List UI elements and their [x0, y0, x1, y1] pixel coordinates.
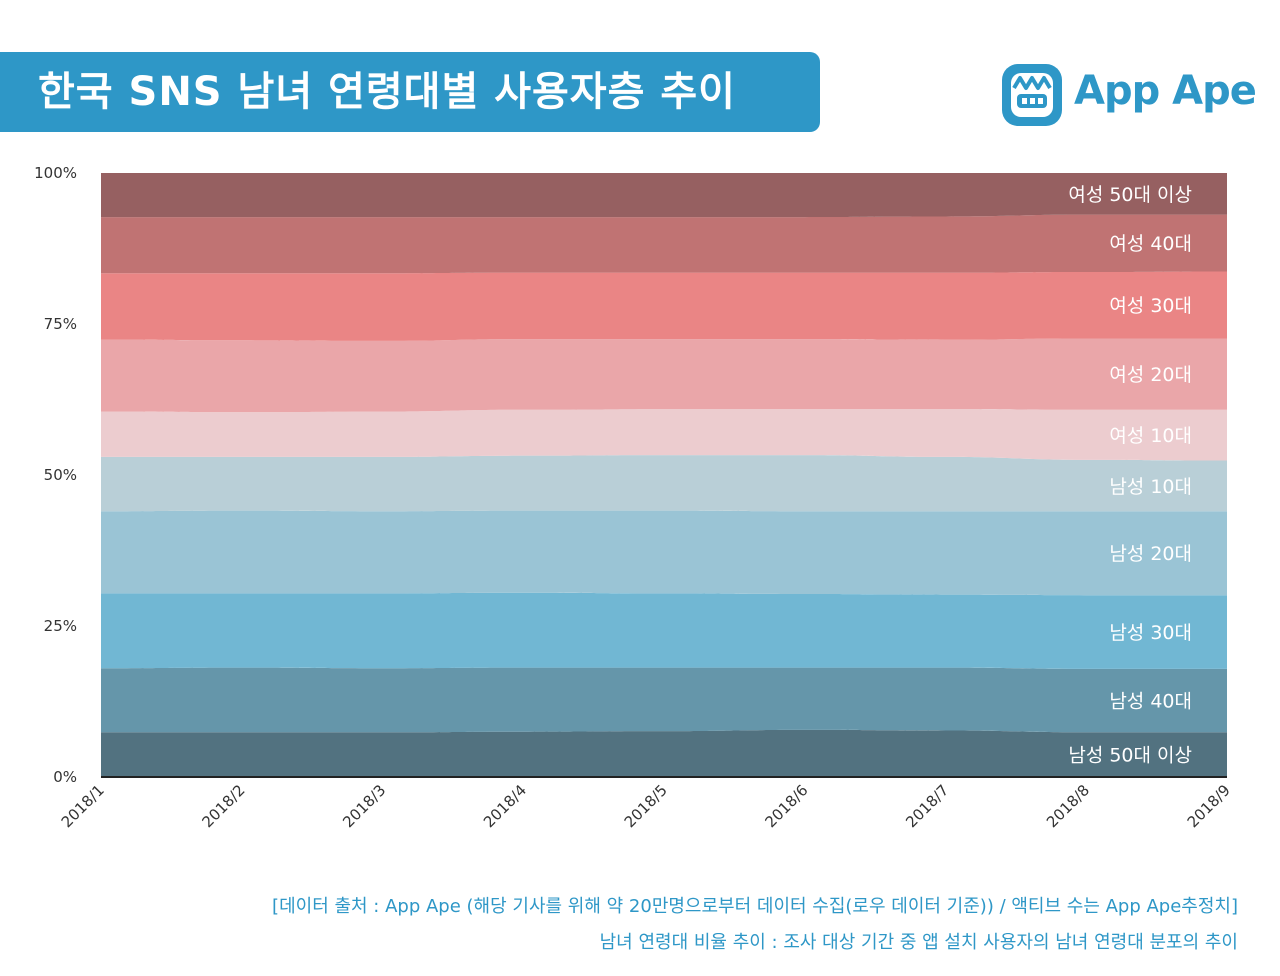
area-남성-30대	[101, 592, 1227, 669]
x-tick-label: 2018/3	[339, 781, 389, 831]
x-tick-label: 2018/6	[762, 781, 812, 831]
y-tick-label: 75%	[44, 315, 77, 333]
title-banner: 한국 SNS 남녀 연령대별 사용자층 추이	[0, 52, 820, 132]
series-label-여성-30대: 여성 30대	[1109, 295, 1192, 317]
series-label-남성-10대: 남성 10대	[1109, 476, 1192, 498]
series-label-여성-10대: 여성 10대	[1109, 425, 1192, 447]
x-tick-label: 2018/2	[199, 781, 249, 831]
series-labels: 남성 50대 이상 남성 40대 남성 30대 남성 20대 남성 10대 여성 10대 여…	[1068, 184, 1192, 767]
area-남성-10대	[101, 455, 1227, 512]
series-label-남성-40대: 남성 40대	[1109, 691, 1192, 713]
x-tick-label: 2018/8	[1043, 781, 1093, 831]
footnote-source: [데이터 출처 : App Ape (해당 기사를 위해 약 20만명으로부터 …	[272, 896, 1238, 917]
y-tick-label: 100%	[34, 164, 77, 182]
area-남성-20대	[101, 510, 1227, 596]
x-tick-label: 2018/4	[480, 781, 530, 831]
series-label-여성-40대: 여성 40대	[1109, 233, 1192, 255]
app-ape-monkey-icon	[1002, 64, 1062, 126]
area-여성-40대	[101, 214, 1227, 274]
area-여성-30대	[101, 271, 1227, 341]
area-여성-10대	[101, 409, 1227, 461]
y-tick-label: 25%	[44, 617, 77, 635]
area-여성-20대	[101, 338, 1227, 413]
series-label-여성-20대: 여성 20대	[1109, 364, 1192, 386]
y-tick-label: 0%	[53, 768, 77, 786]
series-label-남성-50대-이상: 남성 50대 이상	[1068, 745, 1192, 767]
x-tick-label: 2018/9	[1184, 781, 1234, 831]
area-layers	[101, 173, 1227, 777]
stacked-area-chart: 0% 25% 50% 75% 100% 2018/1 2018/2 2018/3 2018/4…	[34, 164, 1234, 831]
y-tick-label: 50%	[44, 466, 77, 484]
app-ape-logo: App Ape	[1000, 58, 1270, 130]
area-남성-40대	[101, 667, 1227, 733]
page-title: 한국 SNS 남녀 연령대별 사용자층 추이	[38, 69, 736, 115]
series-label-남성-20대: 남성 20대	[1109, 543, 1192, 565]
footnote-description: 남녀 연령대 비율 추이 : 조사 대상 기간 중 앱 설치 사용자의 남녀 연…	[599, 932, 1238, 953]
y-axis-ticks: 0% 25% 50% 75% 100%	[34, 164, 77, 786]
x-tick-label: 2018/5	[621, 781, 671, 831]
x-tick-label: 2018/7	[902, 781, 952, 831]
area-남성-50대-이상	[101, 729, 1227, 777]
series-label-남성-30대: 남성 30대	[1109, 622, 1192, 644]
x-tick-label: 2018/1	[58, 781, 108, 831]
area-여성-50대-이상	[101, 173, 1227, 218]
series-label-여성-50대-이상: 여성 50대 이상	[1068, 184, 1192, 206]
logo-text: App Ape	[1074, 68, 1257, 114]
x-axis-ticks: 2018/1 2018/2 2018/3 2018/4 2018/5 2018/6 2018…	[58, 781, 1234, 831]
